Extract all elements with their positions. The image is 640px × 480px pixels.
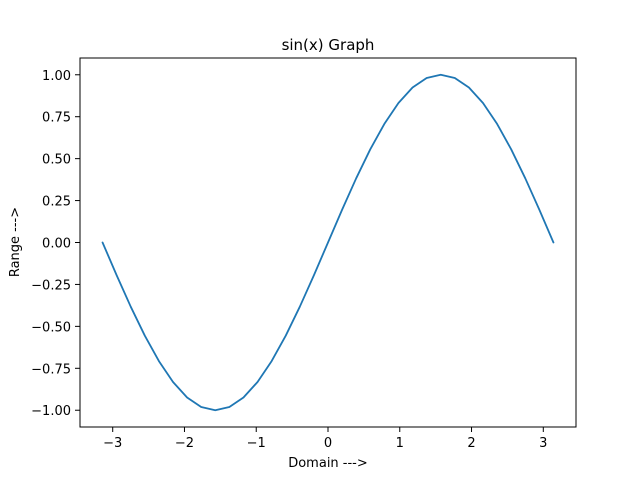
series-layer (101, 73, 555, 412)
y-axis-ticks: −1.00 −0.75 −0.50 −0.25 0.00 0.25 0.50 0.75 1.00 (31, 69, 80, 419)
y-tick-label: −0.50 (31, 320, 71, 335)
x-axis-ticks: −3 −2 −1 0 1 2 3 (103, 427, 547, 451)
y-tick-label: 1.00 (42, 69, 71, 84)
x-tick-label: 3 (539, 436, 547, 451)
x-tick-label: −1 (247, 436, 266, 451)
x-tick-label: 0 (324, 436, 332, 451)
y-tick-label: 0.50 (42, 153, 71, 168)
y-tick-label: −0.25 (31, 278, 71, 293)
y-tick-label: 0.25 (42, 195, 71, 210)
plot-frame (79, 57, 577, 428)
x-tick-label: 2 (467, 436, 475, 451)
x-tick-label: −3 (103, 436, 122, 451)
x-tick-label: 1 (396, 436, 404, 451)
y-tick-label: −1.00 (31, 404, 71, 419)
x-axis-label: Domain ---> (288, 456, 368, 471)
y-tick-label: −0.75 (31, 362, 71, 377)
sin-line (101, 73, 555, 412)
y-axis-label: Range ---> (8, 207, 23, 277)
y-tick-label: 0.75 (42, 111, 71, 126)
x-tick-label: −2 (175, 436, 194, 451)
y-tick-label: 0.00 (42, 237, 71, 252)
chart-title: sin(x) Graph (282, 36, 375, 54)
